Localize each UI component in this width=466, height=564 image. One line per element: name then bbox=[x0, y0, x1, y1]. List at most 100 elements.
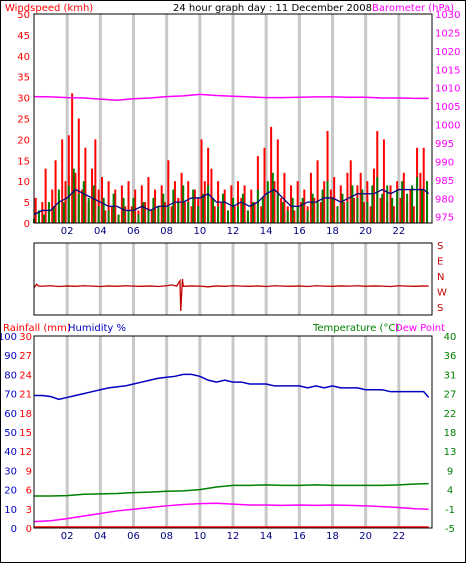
wind-chart-border bbox=[33, 13, 433, 224]
rainfall-tick-label: 30 bbox=[19, 332, 32, 343]
hour-tick-label: 14 bbox=[260, 226, 273, 237]
temperature-legend: Temperature (°C) bbox=[312, 323, 399, 334]
windspeed-tick-label: 45 bbox=[17, 31, 30, 42]
temperature-tick-label: 40 bbox=[444, 332, 457, 343]
temperature-tick-label: 31 bbox=[444, 370, 457, 381]
rainfall-tick-label: 15 bbox=[19, 428, 32, 439]
temperature-tick-label: 36 bbox=[444, 351, 457, 362]
wind-average-line bbox=[33, 188, 430, 216]
direction-label: W bbox=[437, 288, 447, 299]
rainfall-tick-label: 0 bbox=[26, 524, 32, 535]
rainfall-tick-label: 21 bbox=[19, 390, 32, 401]
windspeed-tick-label: 15 bbox=[17, 156, 30, 167]
temperature-tick-label: 27 bbox=[444, 390, 457, 401]
rainfall-tick-label: 12 bbox=[19, 447, 32, 458]
rainfall-tick-label: 3 bbox=[26, 505, 32, 516]
hour-tick-label: 06 bbox=[127, 531, 140, 542]
direction-label: S bbox=[437, 303, 443, 314]
hour-tick-label: 12 bbox=[227, 531, 240, 542]
direction-label: N bbox=[437, 272, 444, 283]
hour-tick-label: 22 bbox=[392, 531, 405, 542]
humidity-tick-label: 60 bbox=[4, 409, 17, 420]
temperature-tick-label: 9 bbox=[447, 466, 453, 477]
dew-point-line bbox=[33, 502, 429, 523]
windspeed-tick-label: 50 bbox=[17, 10, 30, 21]
rainfall-ticks: 0 3 6 9 12 15 18 21 24 27 30 bbox=[19, 332, 32, 535]
hour-tick-label: 12 bbox=[227, 226, 240, 237]
humidity-tick-label: 100 bbox=[1, 332, 17, 343]
temperature-line bbox=[34, 482, 429, 497]
direction-chart-border bbox=[33, 242, 433, 316]
humidity-tick-label: 70 bbox=[4, 390, 17, 401]
temp-chart-series bbox=[33, 373, 430, 528]
hour-tick-label: 04 bbox=[94, 531, 107, 542]
barometer-tick-label: 990 bbox=[435, 157, 454, 168]
temperature-tick-label: -1 bbox=[445, 505, 455, 516]
barometer-tick-label: 1020 bbox=[435, 47, 460, 58]
temp-chart-grid bbox=[65, 336, 401, 528]
direction-chart-grid bbox=[65, 243, 401, 315]
direction-label: E bbox=[437, 257, 443, 268]
hour-tick-label: 08 bbox=[160, 531, 173, 542]
windspeed-tick-label: 0 bbox=[24, 219, 30, 230]
hour-tick-label: 16 bbox=[293, 226, 306, 237]
humidity-legend: Humidity % bbox=[68, 323, 126, 334]
barometer-ticks: 975 980 985 990 995 1000 1005 1010 1015 1020 1025 1… bbox=[435, 10, 460, 224]
temp-chart-border bbox=[33, 335, 433, 529]
windspeed-tick-label: 30 bbox=[17, 94, 30, 105]
windspeed-tick-label: 20 bbox=[17, 135, 30, 146]
barometer-tick-label: 1030 bbox=[435, 10, 460, 21]
windspeed-ticks: 0 5 10 15 20 25 30 35 40 45 50 bbox=[17, 10, 30, 230]
temperature-ticks: -5 -1 4 9 13 18 22 27 31 36 40 bbox=[444, 332, 457, 535]
temperature-tick-label: 22 bbox=[444, 409, 457, 420]
barometer-tick-label: 980 bbox=[435, 194, 454, 205]
hour-tick-label: 10 bbox=[193, 226, 206, 237]
barometer-tick-label: 1005 bbox=[435, 102, 460, 113]
humidity-line bbox=[34, 373, 430, 401]
hour-tick-label: 18 bbox=[326, 226, 339, 237]
humidity-tick-label: 30 bbox=[4, 466, 17, 477]
windspeed-tick-label: 25 bbox=[17, 115, 30, 126]
wind-chart-series bbox=[33, 93, 430, 223]
barometer-tick-label: 985 bbox=[435, 176, 454, 187]
hour-tick-label: 18 bbox=[326, 531, 339, 542]
wind-x-ticks: 02 04 06 08 10 12 14 16 18 20 22 bbox=[61, 226, 405, 237]
hour-tick-label: 20 bbox=[359, 226, 372, 237]
wind-chart-grid bbox=[65, 14, 401, 223]
humidity-tick-label: 80 bbox=[4, 370, 17, 381]
direction-chart-series bbox=[33, 278, 429, 312]
barometer-tick-label: 1000 bbox=[435, 121, 460, 132]
windspeed-tick-label: 10 bbox=[17, 177, 30, 188]
barometer-axis-label: Barometer (hPa) bbox=[372, 3, 454, 14]
hour-tick-label: 16 bbox=[293, 531, 306, 542]
rainfall-tick-label: 6 bbox=[26, 486, 32, 497]
humidity-tick-label: 0 bbox=[11, 524, 17, 535]
rainfall-tick-label: 9 bbox=[26, 466, 32, 477]
dew-point-legend: Dew Point bbox=[395, 323, 445, 334]
hour-tick-label: 20 bbox=[359, 531, 372, 542]
temperature-tick-label: 18 bbox=[444, 428, 457, 439]
temperature-tick-label: 13 bbox=[444, 447, 457, 458]
rainfall-tick-label: 27 bbox=[19, 351, 32, 362]
humidity-tick-label: 90 bbox=[4, 351, 17, 362]
barometer-line bbox=[33, 93, 429, 102]
barometer-tick-label: 975 bbox=[435, 213, 454, 224]
hour-tick-label: 14 bbox=[260, 531, 273, 542]
hour-tick-label: 08 bbox=[160, 226, 173, 237]
barometer-tick-label: 1015 bbox=[435, 65, 460, 76]
hour-tick-label: 02 bbox=[61, 531, 74, 542]
humidity-ticks: 0 10 20 30 40 50 60 70 80 90 100 bbox=[1, 332, 17, 535]
temperature-tick-label: -5 bbox=[445, 524, 455, 535]
windspeed-tick-label: 5 bbox=[24, 198, 30, 209]
hour-tick-label: 22 bbox=[392, 226, 405, 237]
hour-tick-label: 10 bbox=[193, 531, 206, 542]
temperature-tick-label: 4 bbox=[447, 486, 453, 497]
windspeed-tick-label: 40 bbox=[17, 52, 30, 63]
barometer-tick-label: 995 bbox=[435, 139, 454, 150]
barometer-tick-label: 1025 bbox=[435, 28, 460, 39]
temp-x-ticks: 02 04 06 08 10 12 14 16 18 20 22 bbox=[61, 531, 405, 542]
hour-tick-label: 02 bbox=[61, 226, 74, 237]
humidity-tick-label: 50 bbox=[4, 428, 17, 439]
